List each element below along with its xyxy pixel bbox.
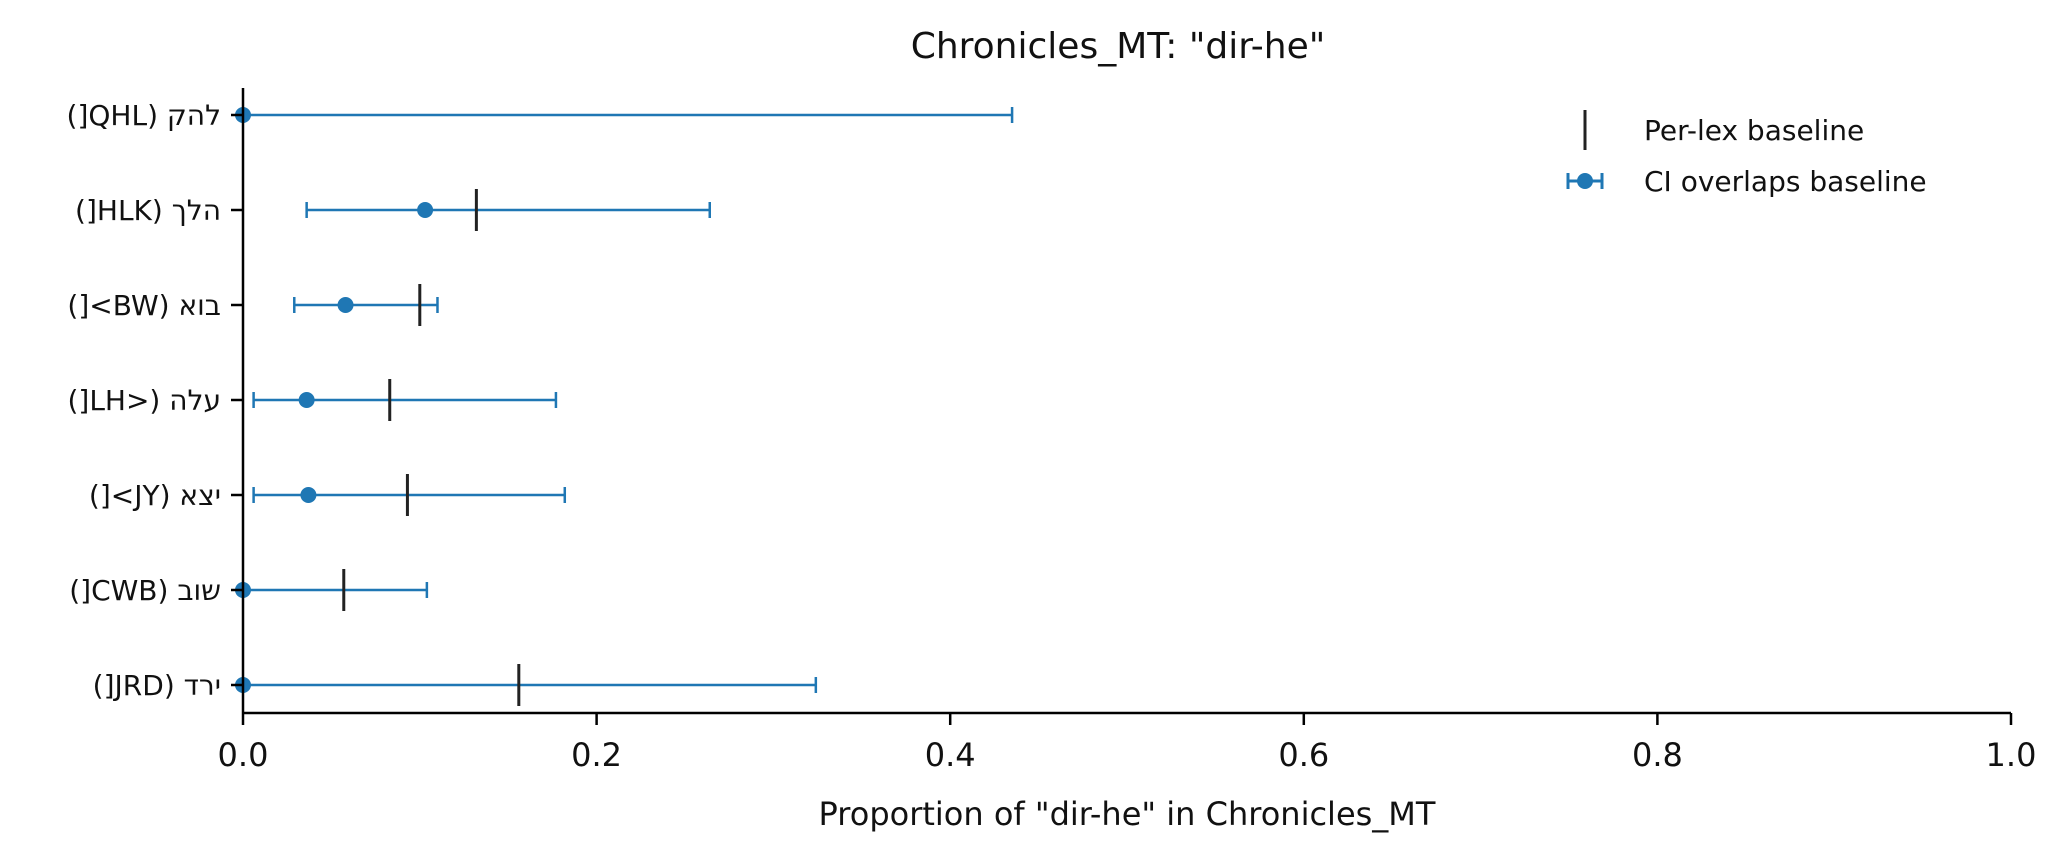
point-marker [417, 202, 434, 218]
x-axis-label: Proportion of "dir-he" in Chronicles_MT [819, 795, 1436, 833]
y-ticks: להק (QHL[) הלך (HLK[) בוא (BW>[) עלה (<LH[)… [67, 99, 243, 702]
y-tick-label: שוב (CWB[) [69, 574, 221, 607]
legend-ci-label: CI overlaps baseline [1644, 165, 1927, 198]
x-tick-label: 0.8 [1632, 736, 1683, 774]
y-tick-label: יצא (JY>[) [89, 479, 221, 512]
legend-ci-marker [1577, 173, 1593, 189]
y-tick-label: ירד (JRD[) [93, 669, 221, 702]
legend-baseline-label: Per-lex baseline [1644, 114, 1864, 147]
plot-area [235, 107, 1014, 706]
x-ticks: 0.0 0.2 0.4 0.6 0.8 1.0 [218, 713, 2037, 774]
x-tick-label: 1.0 [1986, 736, 2037, 774]
x-tick-label: 0.2 [571, 736, 622, 774]
y-tick-label: הלך (HLK[) [75, 194, 221, 227]
chart-title: Chronicles_MT: "dir-he" [911, 26, 1326, 67]
x-tick-label: 0.6 [1278, 736, 1329, 774]
point-marker [337, 297, 354, 313]
point-marker [300, 487, 317, 503]
x-tick-label: 0.0 [218, 736, 269, 774]
legend: Per-lex baseline CI overlaps baseline [1566, 110, 1927, 198]
y-tick-label: עלה (<LH[) [67, 384, 221, 417]
y-tick-label: בוא (BW>[) [67, 289, 221, 322]
point-marker [298, 392, 315, 408]
x-tick-label: 0.4 [925, 736, 976, 774]
y-tick-label: להק (QHL[) [67, 99, 221, 132]
